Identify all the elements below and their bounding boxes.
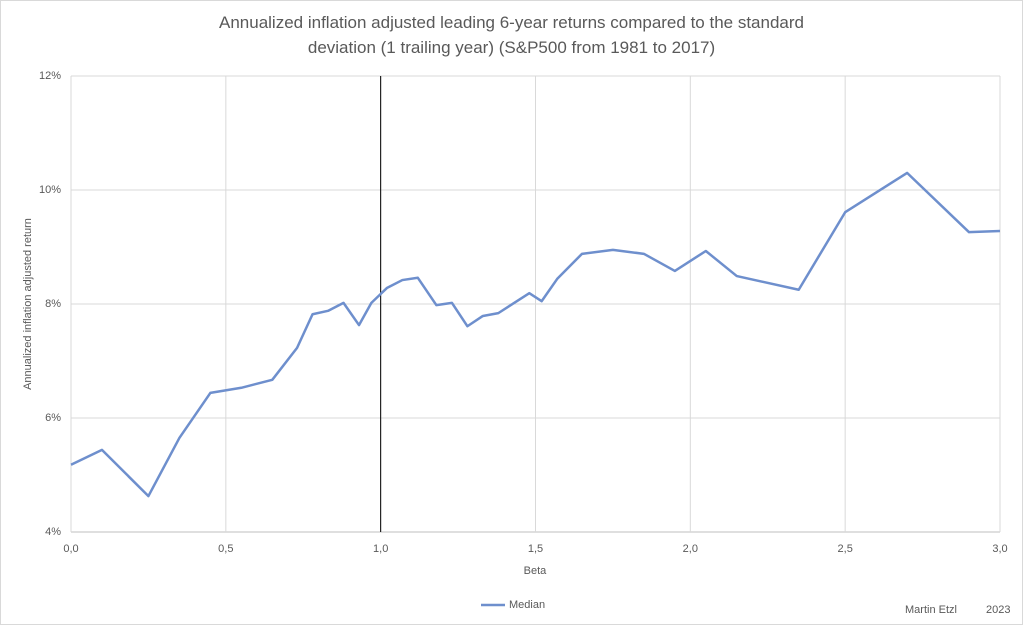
y-axis-label: Annualized inflation adjusted return xyxy=(22,218,34,390)
x-tick-label: 1,0 xyxy=(373,543,388,555)
x-tick-label: 2,5 xyxy=(838,543,853,555)
y-tick-label: 8% xyxy=(45,298,61,310)
x-tick-label: 2,0 xyxy=(683,543,698,555)
annotation: Martin Etzl xyxy=(905,604,957,616)
x-tick-label: 3,0 xyxy=(992,543,1007,555)
legend-label: Median xyxy=(509,599,545,611)
chart-title: Annualized inflation adjusted leading 6-… xyxy=(219,13,804,57)
y-tick-label: 4% xyxy=(45,526,61,538)
y-tick-label: 10% xyxy=(39,184,61,196)
annotation: 2023 xyxy=(986,604,1010,616)
y-tick-label: 12% xyxy=(39,70,61,82)
x-tick-label: 0,5 xyxy=(218,543,233,555)
x-tick-label: 0,0 xyxy=(63,543,78,555)
x-axis-label: Beta xyxy=(524,565,548,577)
y-tick-label: 6% xyxy=(45,412,61,424)
data-line xyxy=(70,171,1001,498)
x-tick-label: 1,5 xyxy=(528,543,543,555)
